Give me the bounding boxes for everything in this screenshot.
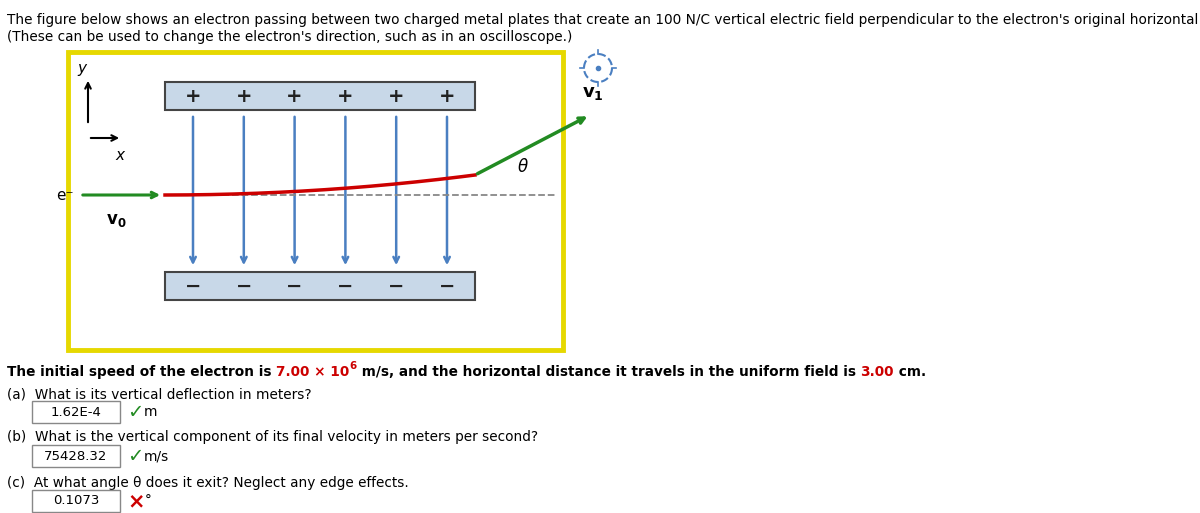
Text: x: x	[115, 148, 125, 163]
Text: +: +	[235, 87, 252, 106]
Bar	[32, 401, 120, 423]
Text: +: +	[388, 87, 404, 106]
Text: m/s, and the horizontal distance it travels in the uniform field is: m/s, and the horizontal distance it trav…	[356, 365, 860, 379]
Text: (b)  What is the vertical component of its final velocity in meters per second?: (b) What is the vertical component of it…	[7, 430, 538, 444]
Bar	[68, 52, 563, 350]
Text: °: °	[145, 494, 151, 508]
Text: (c)  At what angle θ does it exit? Neglect any edge effects.: (c) At what angle θ does it exit? Neglec…	[7, 476, 409, 490]
Text: ✓: ✓	[127, 403, 143, 422]
Text: $\theta$: $\theta$	[517, 158, 529, 176]
Text: m/s: m/s	[144, 449, 169, 463]
Text: The initial speed of the electron is: The initial speed of the electron is	[7, 365, 276, 379]
Text: 75428.32: 75428.32	[44, 449, 108, 463]
Text: 7.00 × 10: 7.00 × 10	[276, 365, 349, 379]
Text: +: +	[185, 87, 202, 106]
Text: 3.00: 3.00	[860, 365, 894, 379]
Text: +: +	[439, 87, 455, 106]
Text: −: −	[388, 277, 404, 295]
Text: −: −	[439, 277, 455, 295]
Bar	[32, 445, 120, 467]
Text: (a)  What is its vertical deflection in meters?: (a) What is its vertical deflection in m…	[7, 387, 312, 401]
Text: m: m	[144, 405, 157, 419]
Text: ✓: ✓	[127, 446, 143, 465]
Text: 0.1073: 0.1073	[53, 495, 100, 507]
Text: −: −	[337, 277, 354, 295]
Text: ×: ×	[127, 491, 144, 511]
Text: +: +	[287, 87, 302, 106]
FancyBboxPatch shape	[166, 272, 475, 300]
Bar	[32, 490, 120, 512]
Text: −: −	[287, 277, 302, 295]
FancyBboxPatch shape	[166, 82, 475, 110]
Text: (These can be used to change the electron's direction, such as in an oscilloscop: (These can be used to change the electro…	[7, 30, 572, 44]
Text: $\mathbf{v_0}$: $\mathbf{v_0}$	[106, 211, 126, 229]
Text: The figure below shows an electron passing between two charged metal plates that: The figure below shows an electron passi…	[7, 13, 1200, 27]
Text: −: −	[185, 277, 202, 295]
Text: cm.: cm.	[894, 365, 926, 379]
Text: 6: 6	[349, 361, 356, 371]
Text: e⁻: e⁻	[56, 187, 74, 203]
Text: y: y	[78, 61, 86, 76]
Text: −: −	[235, 277, 252, 295]
Text: 1.62E-4: 1.62E-4	[50, 405, 102, 419]
Text: +: +	[337, 87, 354, 106]
Text: $\mathbf{v_1}$: $\mathbf{v_1}$	[582, 84, 604, 102]
